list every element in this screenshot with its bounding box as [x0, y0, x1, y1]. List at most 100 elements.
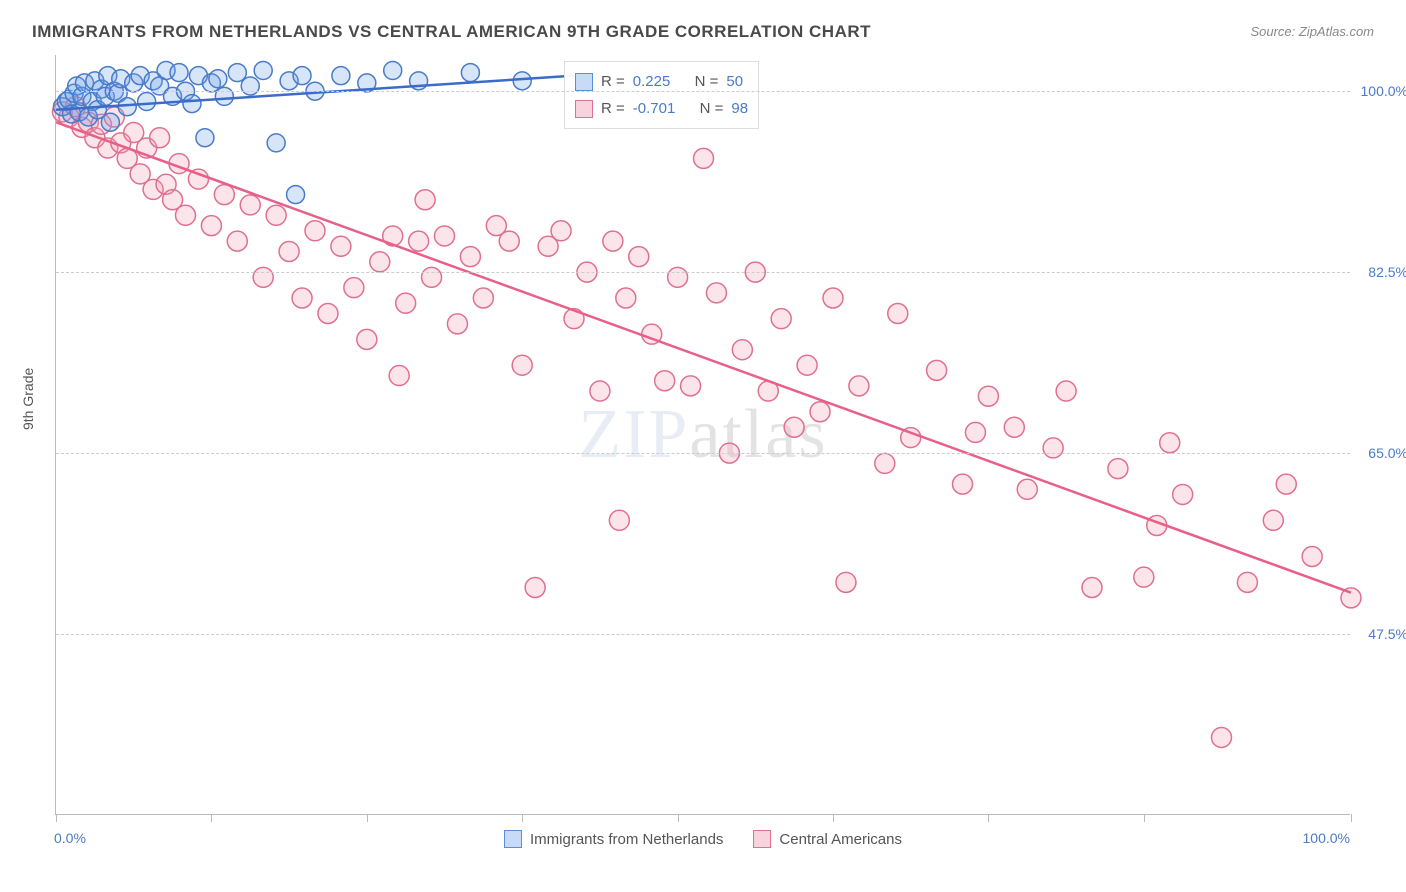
- data-point-pink: [706, 283, 726, 303]
- x-tick: [678, 814, 679, 822]
- data-point-pink: [318, 304, 338, 324]
- data-point-pink: [1004, 417, 1024, 437]
- data-point-blue: [254, 62, 272, 80]
- data-point-blue: [513, 72, 531, 90]
- data-point-pink: [875, 453, 895, 473]
- data-point-pink: [292, 288, 312, 308]
- data-point-blue: [332, 67, 350, 85]
- x-tick: [367, 814, 368, 822]
- data-point-blue: [138, 93, 156, 111]
- data-point-pink: [266, 205, 286, 225]
- data-point-pink: [681, 376, 701, 396]
- data-point-pink: [1056, 381, 1076, 401]
- data-point-pink: [357, 329, 377, 349]
- data-point-pink: [629, 247, 649, 267]
- data-point-blue: [461, 64, 479, 82]
- data-point-pink: [655, 371, 675, 391]
- data-point-pink: [1302, 546, 1322, 566]
- data-point-blue: [267, 134, 285, 152]
- plot-svg: [56, 55, 1351, 815]
- data-point-pink: [279, 241, 299, 261]
- data-point-pink: [422, 267, 442, 287]
- y-tick-label: 100.0%: [1361, 83, 1406, 99]
- bottom-legend-label: Central Americans: [779, 831, 902, 848]
- data-point-pink: [1173, 484, 1193, 504]
- data-point-pink: [305, 221, 325, 241]
- x-tick: [211, 814, 212, 822]
- data-point-pink: [331, 236, 351, 256]
- legend-n-label: N =: [700, 95, 724, 122]
- data-point-pink: [771, 309, 791, 329]
- data-point-pink: [370, 252, 390, 272]
- x-axis-min-label: 0.0%: [54, 830, 86, 846]
- data-point-pink: [1263, 510, 1283, 530]
- bottom-legend-item: Central Americans: [753, 830, 902, 848]
- x-tick: [988, 814, 989, 822]
- data-point-pink: [810, 402, 830, 422]
- data-point-pink: [512, 355, 532, 375]
- data-point-pink: [694, 148, 714, 168]
- data-point-pink: [784, 417, 804, 437]
- data-point-pink: [409, 231, 429, 251]
- data-point-pink: [253, 267, 273, 287]
- data-point-pink: [344, 278, 364, 298]
- data-point-pink: [1212, 727, 1232, 747]
- data-point-pink: [609, 510, 629, 530]
- plot-area: ZIPatlas R = 0.225 N = 50 R = -0.701 N =…: [55, 55, 1350, 815]
- data-point-pink: [460, 247, 480, 267]
- y-tick-label: 65.0%: [1368, 445, 1406, 461]
- legend-row: R = -0.701 N = 98: [575, 95, 748, 122]
- data-point-pink: [227, 231, 247, 251]
- data-point-pink: [590, 381, 610, 401]
- data-point-blue: [215, 87, 233, 105]
- data-point-pink: [435, 226, 455, 246]
- data-point-pink: [201, 216, 221, 236]
- legend-swatch-pink: [753, 830, 771, 848]
- legend-swatch-blue: [504, 830, 522, 848]
- data-point-pink: [836, 572, 856, 592]
- data-point-pink: [240, 195, 260, 215]
- data-point-pink: [1017, 479, 1037, 499]
- data-point-pink: [389, 366, 409, 386]
- data-point-pink: [415, 190, 435, 210]
- data-point-pink: [965, 422, 985, 442]
- y-tick-label: 82.5%: [1368, 264, 1406, 280]
- data-point-pink: [1082, 578, 1102, 598]
- legend-swatch-pink: [575, 100, 593, 118]
- data-point-blue: [196, 129, 214, 147]
- data-point-pink: [1043, 438, 1063, 458]
- data-point-pink: [953, 474, 973, 494]
- legend-swatch-blue: [575, 73, 593, 91]
- data-point-pink: [525, 578, 545, 598]
- data-point-blue: [293, 67, 311, 85]
- data-point-blue: [228, 64, 246, 82]
- x-tick: [522, 814, 523, 822]
- trendline-pink: [56, 122, 1351, 592]
- x-tick: [1144, 814, 1145, 822]
- data-point-pink: [603, 231, 623, 251]
- data-point-pink: [823, 288, 843, 308]
- data-point-pink: [616, 288, 636, 308]
- data-point-pink: [447, 314, 467, 334]
- data-point-pink: [668, 267, 688, 287]
- data-point-pink: [214, 185, 234, 205]
- data-point-blue: [170, 64, 188, 82]
- data-point-pink: [797, 355, 817, 375]
- data-point-pink: [1237, 572, 1257, 592]
- data-point-blue: [287, 186, 305, 204]
- bottom-legend: Immigrants from Netherlands Central Ameri…: [504, 830, 902, 848]
- data-point-pink: [473, 288, 493, 308]
- data-point-pink: [732, 340, 752, 360]
- data-point-blue: [209, 70, 227, 88]
- source-label: Source: ZipAtlas.com: [1250, 24, 1374, 39]
- legend-r-label: R =: [601, 95, 625, 122]
- data-point-pink: [927, 360, 947, 380]
- chart-title: IMMIGRANTS FROM NETHERLANDS VS CENTRAL A…: [32, 22, 871, 42]
- x-tick: [1351, 814, 1352, 822]
- y-axis-title: 9th Grade: [20, 368, 36, 430]
- x-tick: [56, 814, 57, 822]
- legend-n-value: 98: [731, 95, 748, 122]
- bottom-legend-item: Immigrants from Netherlands: [504, 830, 723, 848]
- data-point-pink: [150, 128, 170, 148]
- data-point-pink: [499, 231, 519, 251]
